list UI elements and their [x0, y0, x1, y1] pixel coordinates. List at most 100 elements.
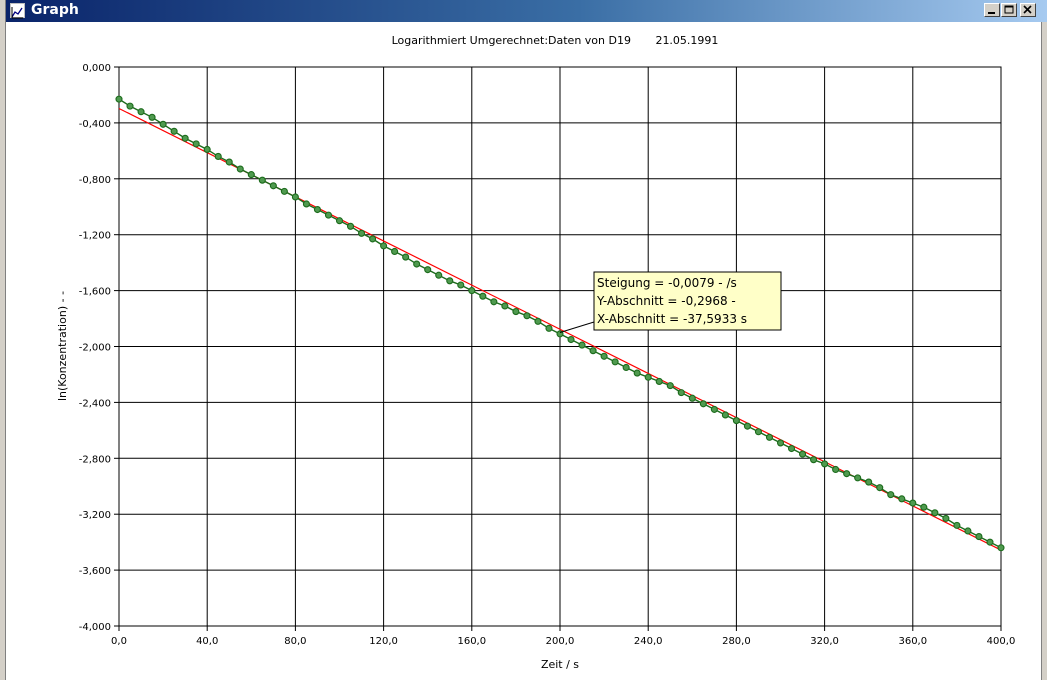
data-point	[468, 287, 476, 295]
window-left-border	[0, 0, 6, 680]
data-point	[159, 120, 167, 128]
fit-annotation: Steigung = -0,0079 - /s Y-Abschnitt = -0,…	[559, 271, 782, 334]
x-tick-label: 200,0	[546, 636, 575, 647]
data-point	[357, 229, 366, 237]
maximize-button[interactable]	[1001, 3, 1017, 17]
data-point	[843, 470, 851, 478]
data-point	[126, 102, 134, 110]
data-point	[214, 152, 222, 160]
data-point	[578, 341, 586, 349]
data-point	[247, 171, 255, 179]
y-tick-labels: 0,000 -0,400 -0,800 -1,200 -1,600 -2,000 -2,40…	[79, 63, 119, 633]
data-point	[931, 509, 939, 517]
y-tick-label: -1,200	[79, 231, 111, 242]
x-tick-label: 400,0	[987, 636, 1016, 647]
data-point	[721, 411, 729, 419]
y-tick-label: -0,800	[79, 175, 111, 186]
data-points	[115, 95, 1005, 552]
grid-layer	[118, 66, 1002, 627]
data-point	[302, 200, 310, 208]
x-tick-label: 280,0	[722, 636, 751, 647]
data-point	[391, 247, 399, 256]
data-point	[457, 281, 465, 289]
annotation-line: Steigung = -0,0079 - /s	[597, 276, 737, 290]
data-point	[710, 405, 718, 413]
y-axis-label: ln(Konzentration) - -	[56, 291, 69, 401]
minimize-button[interactable]	[984, 3, 1000, 17]
data-point	[909, 499, 917, 507]
data-point	[148, 113, 156, 121]
annotation-box	[593, 271, 782, 331]
data-point	[225, 158, 233, 166]
y-tick-label: -4,000	[79, 622, 111, 633]
maximize-icon	[1004, 5, 1014, 14]
x-tick-label: 320,0	[810, 636, 839, 647]
data-point	[435, 271, 443, 279]
data-point	[655, 377, 663, 385]
data-point	[446, 277, 454, 285]
data-point	[611, 358, 619, 366]
data-point	[810, 456, 818, 464]
annotation-line: Y-Abschnitt = -0,2968 -	[596, 294, 736, 308]
data-point	[479, 292, 487, 300]
data-point	[115, 95, 123, 103]
data-point	[953, 521, 961, 529]
data-point	[402, 253, 410, 261]
data-point	[854, 474, 862, 482]
x-tick-label: 40,0	[196, 636, 218, 647]
data-point	[236, 165, 244, 173]
data-point	[181, 134, 189, 142]
data-point	[313, 205, 322, 214]
data-point	[887, 491, 895, 499]
title-bar[interactable]: Graph	[6, 0, 1047, 22]
data-point	[335, 217, 344, 225]
x-tick-label: 240,0	[634, 636, 663, 647]
data-point	[523, 312, 531, 320]
chart-title: Logarithmiert Umgerechnet:Daten von D19 …	[392, 34, 719, 47]
annotation-line: X-Abschnitt = -37,5933 s	[597, 312, 747, 326]
data-point	[787, 444, 796, 453]
data-point	[380, 242, 388, 250]
close-button[interactable]	[1020, 3, 1036, 17]
x-tick-label: 360,0	[898, 636, 927, 647]
y-tick-label: -2,800	[79, 454, 111, 465]
data-point	[876, 484, 884, 492]
data-point	[699, 400, 707, 408]
x-tick-label: 160,0	[457, 636, 486, 647]
data-point	[964, 527, 972, 535]
data-point	[501, 302, 509, 310]
data-point	[677, 389, 685, 397]
data-point	[137, 108, 145, 116]
y-tick-label: -0,400	[79, 119, 111, 130]
data-point	[743, 422, 751, 430]
data-point	[798, 450, 807, 458]
y-tick-label: -3,200	[79, 510, 111, 521]
data-point	[280, 187, 288, 195]
data-point	[369, 235, 377, 243]
annotation-leader-line	[559, 321, 595, 334]
data-point	[821, 460, 829, 468]
data-point	[170, 127, 178, 135]
data-point	[622, 363, 630, 372]
y-tick-label: -2,400	[79, 398, 111, 409]
data-point	[644, 373, 652, 381]
y-tick-label: -1,600	[79, 287, 111, 298]
data-point	[986, 538, 994, 546]
window-right-border	[1041, 22, 1047, 680]
data-point	[424, 266, 432, 274]
x-tick-label: 80,0	[284, 636, 306, 647]
data-point	[545, 324, 553, 332]
x-tick-labels: 0,0 40,0 80,0 120,0 160,0 200,0 240,0 280,0 320,…	[111, 626, 1015, 647]
data-point	[920, 503, 928, 511]
graph-icon	[10, 3, 25, 19]
x-axis-label: Zeit / s	[541, 658, 579, 671]
y-tick-label: -2,000	[79, 343, 111, 354]
data-point	[324, 211, 333, 219]
data-point	[997, 544, 1005, 552]
window-title: Graph	[31, 2, 79, 18]
y-tick-label: 0,000	[82, 63, 111, 74]
minimize-icon	[988, 12, 995, 14]
data-point	[258, 176, 266, 184]
